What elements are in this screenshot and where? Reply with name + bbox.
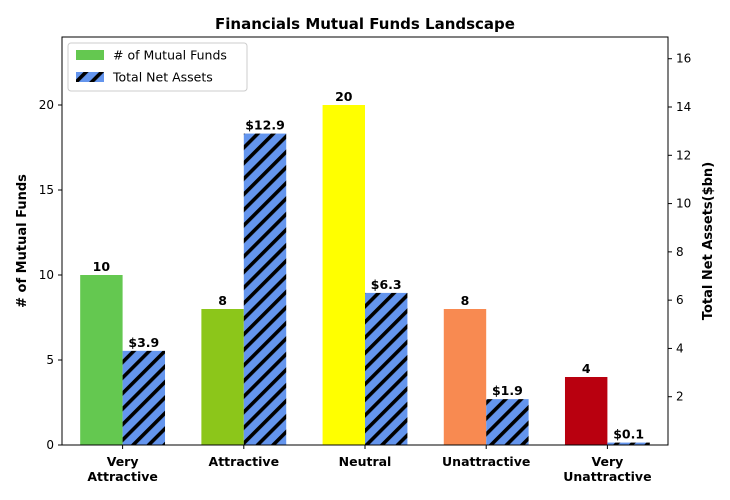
data-label-net-assets: $0.1 <box>613 427 644 442</box>
y-tick-label: 5 <box>46 353 54 367</box>
chart-title: Financials Mutual Funds Landscape <box>215 15 515 33</box>
y2-axis-label: Total Net Assets($bn) <box>701 162 716 320</box>
bar-net-assets <box>486 399 529 445</box>
bar-mutual-funds <box>80 275 123 445</box>
bar-net-assets <box>243 133 287 445</box>
bar-mutual-funds <box>201 309 244 445</box>
y-axis-label: # of Mutual Funds <box>15 174 30 308</box>
data-label-net-assets: $12.9 <box>245 118 285 133</box>
bar-net-assets <box>122 350 166 445</box>
data-label-mutual-funds: 20 <box>335 89 353 104</box>
data-label-mutual-funds: 8 <box>218 293 227 308</box>
x-tick-label: Attractive <box>209 454 280 469</box>
x-tick-label: Very <box>592 454 624 469</box>
y2-tick-label: 14 <box>676 100 691 114</box>
y2-tick-label: 12 <box>676 148 691 162</box>
bar-mutual-funds <box>322 105 365 445</box>
y-tick-label: 20 <box>39 98 54 112</box>
y-tick-label: 0 <box>46 438 54 452</box>
y-tick-label: 10 <box>39 268 54 282</box>
y2-tick-label: 6 <box>676 293 684 307</box>
legend-box <box>67 42 248 92</box>
y2-tick-label: 4 <box>676 341 684 355</box>
legend-label-mutual-funds: # of Mutual Funds <box>113 48 227 63</box>
data-label-net-assets: $1.9 <box>492 383 523 398</box>
y2-tick-label: 10 <box>676 197 691 211</box>
data-label-mutual-funds: 10 <box>93 259 111 274</box>
y-tick-label: 15 <box>39 183 54 197</box>
bar-net-assets <box>365 292 408 445</box>
legend-swatch-net-assets <box>76 72 104 82</box>
x-tick-label: Attractive <box>87 469 158 484</box>
x-tick-label: Unattractive <box>442 454 530 469</box>
data-label-mutual-funds: 4 <box>582 361 591 376</box>
bar-net-assets <box>607 442 650 445</box>
y2-tick-label: 8 <box>676 245 684 259</box>
legend-swatch-mutual-funds <box>76 50 104 60</box>
legend-label-net-assets: Total Net Assets <box>112 70 213 85</box>
y2-tick-label: 16 <box>676 52 691 66</box>
bar-mutual-funds <box>564 377 608 445</box>
x-tick-label: Unattractive <box>563 469 651 484</box>
data-label-mutual-funds: 8 <box>461 293 470 308</box>
data-label-net-assets: $3.9 <box>128 335 159 350</box>
x-tick-label: Neutral <box>339 454 392 469</box>
y2-tick-label: 2 <box>676 390 684 404</box>
x-tick-label: Very <box>107 454 139 469</box>
plot-frame <box>61 36 669 446</box>
data-label-net-assets: $6.3 <box>371 277 402 292</box>
bar-mutual-funds <box>443 309 487 445</box>
